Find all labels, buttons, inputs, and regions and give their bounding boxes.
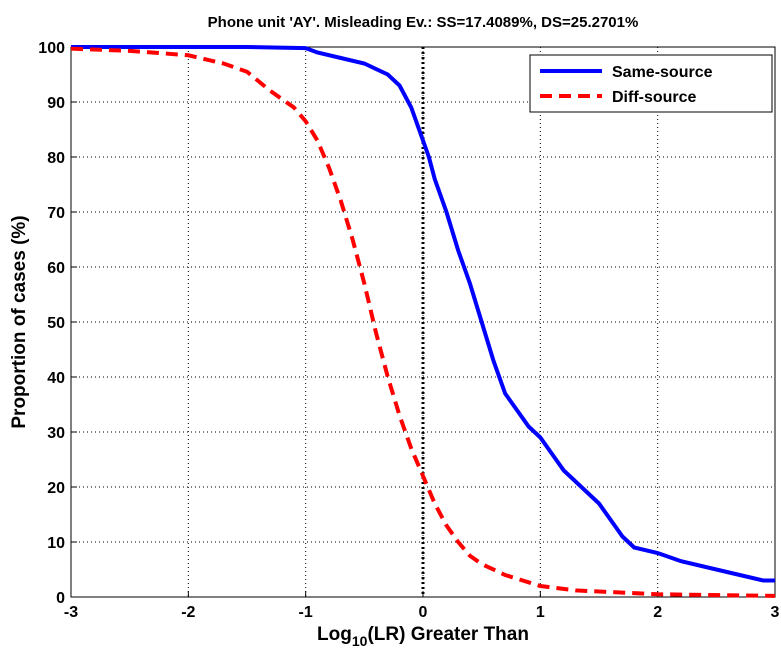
x-label-sub: 10 <box>352 633 368 649</box>
x-tick-label: 0 <box>419 604 428 621</box>
x-label-main: Log <box>317 624 352 645</box>
y-axis-label: Proportion of cases (%) <box>9 215 30 428</box>
y-tick-label: 50 <box>47 315 65 332</box>
x-tick-label: 3 <box>771 604 780 621</box>
series-line <box>70 46 776 598</box>
x-tick-label: -1 <box>299 604 313 621</box>
y-tick-label: 40 <box>47 370 65 387</box>
x-tick-label: 2 <box>653 604 662 621</box>
x-tick-label: 1 <box>536 604 545 621</box>
x-tick-label: -3 <box>64 604 78 621</box>
y-tick-label: 20 <box>47 480 65 497</box>
y-tick-label: 10 <box>47 535 65 552</box>
x-label-rest: (LR) Greater Than <box>367 624 529 645</box>
legend-box <box>529 54 773 113</box>
y-tick-label: 100 <box>38 40 65 57</box>
y-tick-label: 30 <box>47 425 65 442</box>
x-axis-label: Log10(LR) Greater Than <box>317 624 529 649</box>
y-tick-label: 80 <box>47 150 65 167</box>
y-tick-label: 0 <box>56 590 65 607</box>
y-tick-label: 60 <box>47 260 65 277</box>
y-tick-label: 70 <box>47 205 65 222</box>
x-tick-label: -2 <box>181 604 195 621</box>
legend-label: Diff-source <box>612 89 697 106</box>
legend-label: Same-source <box>612 64 713 81</box>
series-line <box>71 45 775 583</box>
chart-title: Phone unit 'AY'. Misleading Ev.: SS=17.4… <box>208 14 639 31</box>
y-tick-label: 90 <box>47 95 65 112</box>
